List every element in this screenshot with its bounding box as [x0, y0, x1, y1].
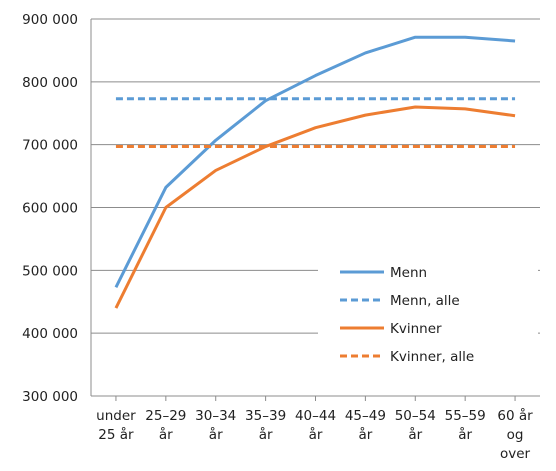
- y-tick-label: 900 000: [22, 12, 78, 28]
- x-tick-label: 60 år: [497, 407, 533, 424]
- x-tick-label: år: [159, 426, 173, 443]
- x-tick-label: år: [358, 426, 372, 443]
- x-tick-label: 50–54: [395, 408, 436, 424]
- x-tick-label: år: [309, 426, 323, 443]
- legend-label: Kvinner: [390, 321, 442, 337]
- legend-label: Menn, alle: [390, 293, 460, 309]
- y-tick-label: 400 000: [22, 326, 78, 342]
- x-tick-label: 40–44: [295, 408, 336, 424]
- x-tick-label: 25–29: [145, 408, 186, 424]
- x-tick-label: over: [500, 446, 531, 462]
- legend-background: [318, 254, 538, 374]
- x-tick-label: år: [408, 426, 422, 443]
- y-tick-label: 600 000: [22, 201, 78, 217]
- x-tick-label: år: [209, 426, 223, 443]
- x-tick-label: 45–49: [345, 408, 386, 424]
- x-tick-label: og: [507, 427, 524, 443]
- y-tick-label: 800 000: [22, 75, 78, 91]
- legend: Menn Menn, alle Kvinner Kvinner, alle: [340, 265, 474, 365]
- legend-label: Menn: [390, 265, 427, 281]
- x-tick-label: 55–59: [445, 408, 486, 424]
- x-tick-label: år: [259, 426, 273, 443]
- y-axis-tick-labels: 300 000 400 000 500 000 600 000 700 000 800 0…: [22, 12, 78, 405]
- y-tick-label: 300 000: [22, 389, 78, 405]
- x-tick-label: år: [458, 426, 472, 443]
- axes: [90, 19, 540, 401]
- x-tick-label: 30–34: [195, 408, 236, 424]
- x-tick-label: under: [96, 408, 136, 424]
- series-lines: [114, 35, 516, 309]
- x-tick-label: 25 år: [98, 426, 134, 443]
- x-tick-label: 35–39: [245, 408, 286, 424]
- series-line-kvinner: [114, 105, 516, 309]
- series-line-menn: [114, 35, 516, 288]
- legend-label: Kvinner, alle: [390, 349, 474, 365]
- x-axis-tick-labels: under 25 år 25–29 år 30–34 år 35–39 år 40–44 år 45…: [96, 407, 533, 462]
- y-tick-label: 500 000: [22, 263, 78, 279]
- y-tick-label: 700 000: [22, 138, 78, 154]
